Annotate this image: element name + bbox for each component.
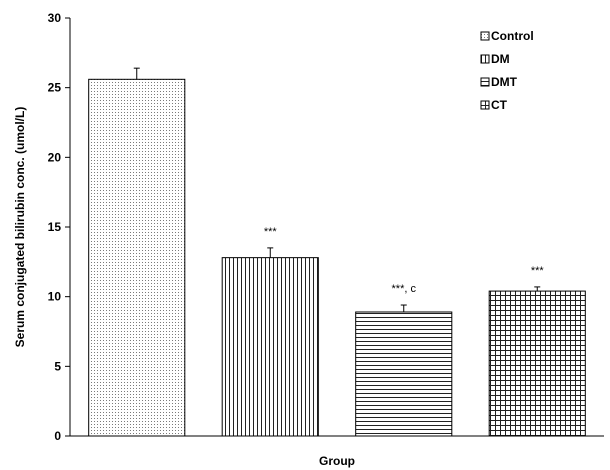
legend-swatch-ct [480, 100, 490, 110]
y-axis-ticks: 0 5 10 15 20 25 30 [48, 11, 70, 443]
error-bars-group [133, 67, 541, 312]
legend-label-dm: DM [491, 52, 510, 66]
y-tick-label: 30 [48, 11, 62, 25]
legend-swatch-dmt [480, 77, 490, 87]
bar-control [88, 78, 186, 437]
y-tick-label: 10 [48, 290, 62, 304]
significance-label: ***, c [392, 283, 417, 295]
significance-label: *** [264, 226, 278, 238]
significance-annotations: *** ***, c *** [264, 226, 545, 295]
legend-label-ct: CT [491, 98, 508, 112]
bars-group [88, 78, 586, 437]
bar-ct [488, 290, 586, 437]
significance-label: *** [531, 265, 545, 277]
legend-label-control: Control [491, 29, 534, 43]
y-axis-title: Serum conjugated bilirubin conc. (umol/L… [13, 107, 27, 348]
x-axis-title: Group [319, 454, 355, 468]
y-tick-label: 20 [48, 150, 62, 164]
legend-swatch-control [480, 31, 490, 41]
bar-dmt [355, 311, 453, 437]
legend-label-dmt: DMT [491, 75, 518, 89]
y-tick-label: 0 [54, 429, 61, 443]
y-tick-label: 25 [48, 81, 62, 95]
bar-dm [221, 257, 319, 437]
legend-swatch-dm [480, 54, 490, 64]
legend: Control DM DMT CT [480, 29, 534, 112]
y-tick-label: 15 [48, 220, 62, 234]
y-tick-label: 5 [54, 359, 61, 373]
